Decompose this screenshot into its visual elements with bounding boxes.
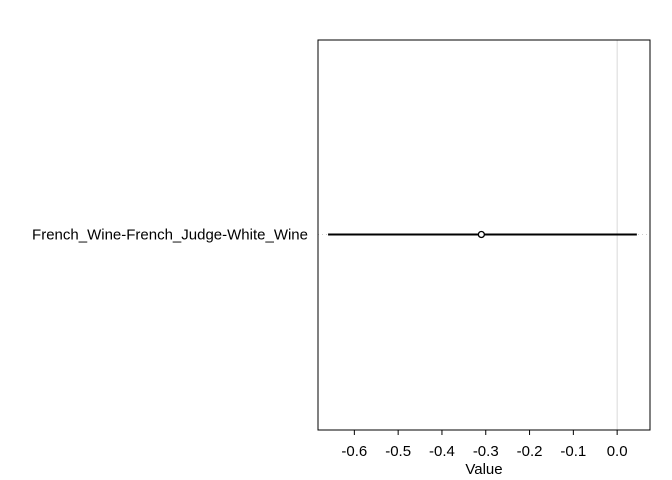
x-tick-label: -0.5 xyxy=(385,443,411,460)
x-tick-label: -0.4 xyxy=(429,443,455,460)
x-tick-label: -0.1 xyxy=(560,443,586,460)
x-axis: -0.6 -0.5 -0.4 -0.3 -0.2 -0.1 0.0 xyxy=(341,430,628,460)
x-tick-label: -0.2 xyxy=(517,443,543,460)
x-axis-title: Value xyxy=(465,461,502,478)
x-tick-label: -0.3 xyxy=(473,443,499,460)
x-tick-label: 0.0 xyxy=(607,443,628,460)
estimate-point xyxy=(477,230,486,239)
plot-frame xyxy=(317,39,651,431)
x-tick-label: -0.6 xyxy=(341,443,367,460)
row-label: French_Wine-French_Judge-White_Wine xyxy=(32,227,308,244)
